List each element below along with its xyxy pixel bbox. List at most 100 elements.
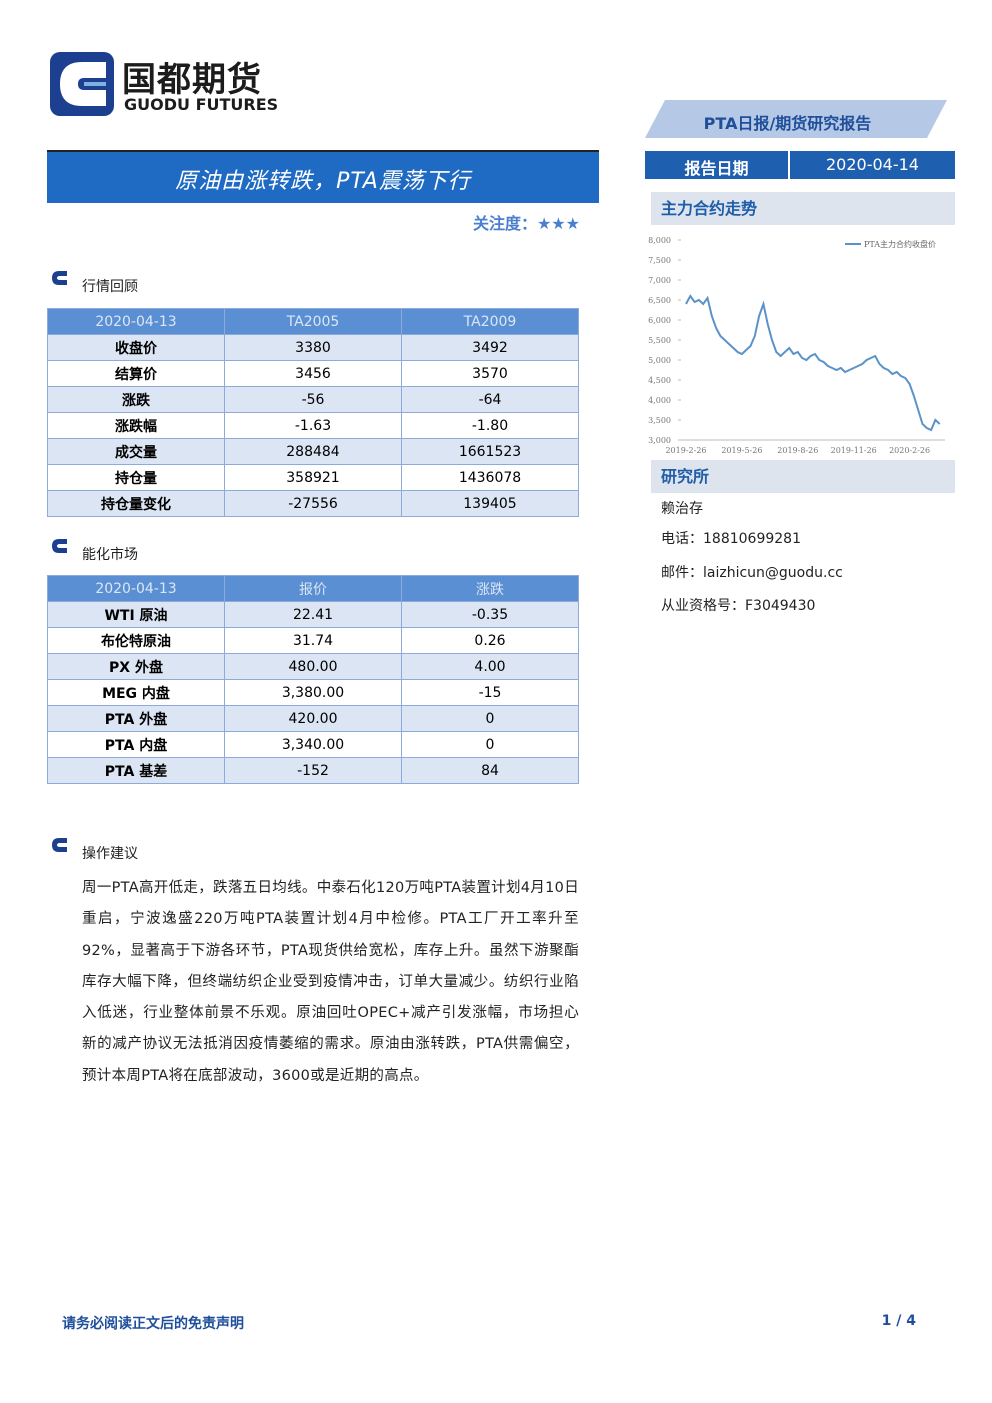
y-tick-label: 5,500	[648, 336, 671, 345]
research-heading: 研究所	[651, 460, 955, 493]
cell: 4.00	[401, 653, 579, 680]
page-number: 1 / 4	[881, 1313, 916, 1329]
row-label: 涨跌	[47, 386, 225, 413]
table-row: 收盘价 3380 3492	[47, 334, 579, 361]
table-row: 涨跌 -56 -64	[47, 386, 579, 413]
cell: 3,340.00	[224, 731, 402, 758]
cell: 3380	[224, 334, 402, 361]
cell: -1.63	[224, 412, 402, 439]
row-label: PTA 基差	[47, 757, 225, 784]
x-tick-label: 2020-2-26	[889, 446, 930, 455]
advice-text: 周一PTA高开低走，跌落五日均线。中泰石化120万吨PTA装置计划4月10日重启…	[82, 880, 579, 1084]
market-table: 2020-04-13 TA2005 TA2009 收盘价 3380 3492 结算价 3456…	[47, 308, 579, 517]
analyst: 赖治存	[661, 501, 703, 517]
x-tick-label: 2019-11-26	[831, 446, 877, 455]
date-bar	[645, 151, 955, 179]
title-rule	[47, 150, 599, 152]
section-title: 能化市场	[82, 547, 138, 563]
attention: 关注度：★★★	[472, 214, 580, 233]
cell: -0.35	[401, 601, 579, 628]
chart-heading: 主力合约走势	[651, 192, 955, 225]
row-label: PTA 内盘	[47, 731, 225, 758]
row-label: 涨跌幅	[47, 412, 225, 439]
y-tick-label: 4,500	[648, 376, 671, 385]
section-title: 行情回顾	[82, 279, 138, 295]
cell: 84	[401, 757, 579, 784]
header-cell: 2020-04-13	[47, 308, 225, 335]
table-row: 持仓量变化 -27556 139405	[47, 490, 579, 517]
logo-mark	[50, 52, 114, 116]
table-row: 结算价 3456 3570	[47, 360, 579, 387]
x-tick-label: 2019-2-26	[665, 446, 706, 455]
cell: -1.80	[401, 412, 579, 439]
table-row: PTA 内盘 3,340.00 0	[47, 731, 579, 758]
cell: 31.74	[224, 627, 402, 654]
cell: -64	[401, 386, 579, 413]
table-row: MEG 内盘 3,380.00 -15	[47, 679, 579, 706]
disclaimer: 请务必阅读正文后的免责声明	[62, 1316, 244, 1332]
company-name-en: GUODU FUTURES	[124, 95, 279, 114]
price-chart: 3,000 3,500 4,000 4,500 5,000 5,500 6,000 6,500…	[648, 236, 945, 455]
date-label: 报告日期	[684, 159, 749, 178]
row-label: MEG 内盘	[47, 679, 225, 706]
cell: -15	[401, 679, 579, 706]
section-icon	[52, 271, 67, 285]
cell: 22.41	[224, 601, 402, 628]
cell: 420.00	[224, 705, 402, 732]
header-cell: 涨跌	[401, 575, 579, 602]
y-tick-label: 7,500	[648, 256, 671, 265]
section-icon	[52, 539, 67, 553]
cell: 0.26	[401, 627, 579, 654]
email: 邮件：laizhicun@guodu.cc	[661, 565, 843, 581]
table-row: 成交量 288484 1661523	[47, 438, 579, 465]
row-label: PTA 外盘	[47, 705, 225, 732]
report-banner	[645, 100, 947, 138]
y-tick-label: 4,000	[648, 396, 671, 405]
section-icon	[52, 838, 67, 852]
cell: 1436078	[401, 464, 579, 491]
y-tick-label: 6,500	[648, 296, 671, 305]
section-title: 操作建议	[82, 846, 138, 862]
cell: 1661523	[401, 438, 579, 465]
table-row: PTA 外盘 420.00 0	[47, 705, 579, 732]
table-row: 布伦特原油 31.74 0.26	[47, 627, 579, 654]
report-type: PTA日报/期货研究报告	[703, 114, 872, 133]
cell: 3,380.00	[224, 679, 402, 706]
cell: 0	[401, 705, 579, 732]
table-row: 持仓量 358921 1436078	[47, 464, 579, 491]
cell: 0	[401, 731, 579, 758]
cell: -152	[224, 757, 402, 784]
row-label: 成交量	[47, 438, 225, 465]
y-tick-label: 7,000	[648, 276, 671, 285]
company-name: 国都期货	[122, 60, 262, 100]
row-label: 持仓量	[47, 464, 225, 491]
x-tick-label: 2019-5-26	[721, 446, 762, 455]
header-row: 2020-04-13 报价 涨跌	[47, 575, 579, 602]
header-cell: 报价	[224, 575, 402, 602]
header-cell: TA2009	[401, 308, 579, 335]
row-label: WTI 原油	[47, 601, 225, 628]
date-divider	[788, 151, 790, 179]
row-label: 结算价	[47, 360, 225, 387]
cell: 480.00	[224, 653, 402, 680]
cell: 3492	[401, 334, 579, 361]
cell: -56	[224, 386, 402, 413]
table-row: PX 外盘 480.00 4.00	[47, 653, 579, 680]
report-title: 原油由涨转跌，PTA震荡下行	[175, 169, 471, 194]
row-label: 布伦特原油	[47, 627, 225, 654]
row-label: PX 外盘	[47, 653, 225, 680]
header-cell: 2020-04-13	[47, 575, 225, 602]
cell: 139405	[401, 490, 579, 517]
cell: 3456	[224, 360, 402, 387]
header-row: 2020-04-13 TA2005 TA2009	[47, 308, 579, 335]
energy-table: 2020-04-13 报价 涨跌 WTI 原油 22.41 -0.35 布伦特原油 31.74…	[47, 575, 579, 784]
header-cell: TA2005	[224, 308, 402, 335]
cell: 358921	[224, 464, 402, 491]
y-tick-label: 6,000	[648, 316, 671, 325]
line-series	[685, 294, 941, 432]
legend-label: PTA主力合约收盘价	[864, 239, 936, 249]
y-tick-label: 3,500	[648, 416, 671, 425]
table-row: 涨跌幅 -1.63 -1.80	[47, 412, 579, 439]
report-date: 2020-04-14	[826, 155, 919, 174]
